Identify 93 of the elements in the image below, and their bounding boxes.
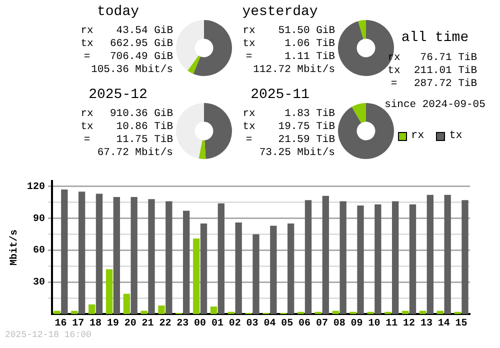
text: 105.36 Mbit/s bbox=[90, 64, 173, 77]
bar bbox=[270, 226, 277, 314]
bar bbox=[235, 222, 242, 314]
text: all time bbox=[400, 30, 470, 46]
text: = 706.49 GiB bbox=[84, 51, 173, 63]
text: rx 1.83 TiB bbox=[242, 108, 335, 120]
text: rx 910.36 GiB bbox=[80, 108, 173, 120]
x-tick-label: 21 bbox=[142, 318, 154, 330]
x-tick-label: 10 bbox=[368, 318, 380, 330]
x-tick-label: 08 bbox=[333, 318, 346, 330]
bar bbox=[200, 224, 208, 314]
x-tick-label: 06 bbox=[298, 318, 311, 330]
bar bbox=[462, 200, 468, 314]
x-tick-label: 23 bbox=[176, 318, 189, 330]
x-tick-label: 17 bbox=[72, 318, 84, 330]
bar bbox=[357, 205, 364, 314]
bar bbox=[166, 201, 172, 314]
text: = 287.72 TiB bbox=[390, 78, 477, 90]
x-tick-label: 04 bbox=[264, 318, 276, 330]
bar bbox=[436, 310, 444, 314]
chart-title: today bbox=[96, 4, 140, 20]
bar bbox=[106, 269, 113, 314]
text: 73.25 Mbit/s bbox=[258, 147, 335, 160]
bar bbox=[61, 190, 68, 314]
bar bbox=[426, 194, 434, 314]
text: since 2024-09-05 bbox=[384, 99, 486, 111]
text: tx 211.01 TiB bbox=[388, 65, 477, 77]
y-tick-label: 120 bbox=[26, 182, 46, 193]
bar bbox=[123, 294, 130, 314]
y-tick-label: 30 bbox=[32, 278, 46, 289]
x-tick-label: 15 bbox=[455, 318, 468, 330]
text: 67.72 Mbit/s bbox=[96, 147, 173, 160]
x-tick-label: 03 bbox=[246, 318, 258, 330]
text: 112.72 Mbit/s bbox=[252, 64, 335, 77]
x-tick-label: 00 bbox=[194, 318, 206, 330]
text: tx 1.06 TiB bbox=[242, 38, 335, 50]
bar bbox=[322, 196, 329, 314]
x-tick-label: 19 bbox=[106, 318, 119, 330]
bar bbox=[304, 200, 312, 314]
legend-label: tx bbox=[449, 130, 462, 142]
bar bbox=[419, 310, 426, 314]
bar bbox=[182, 210, 190, 314]
x-tick-label: 07 bbox=[316, 318, 328, 330]
bar bbox=[218, 203, 224, 314]
bar bbox=[332, 310, 340, 314]
y-axis-title: Mbit/s bbox=[8, 229, 21, 266]
x-tick-label: 13 bbox=[420, 318, 432, 330]
text: rx 43.54 GiB bbox=[80, 25, 173, 37]
x-tick-label: 20 bbox=[124, 318, 136, 330]
bar bbox=[130, 196, 138, 314]
bar bbox=[140, 310, 148, 314]
bar bbox=[158, 305, 165, 314]
x-tick-label: 12 bbox=[403, 318, 416, 330]
bar bbox=[210, 306, 218, 314]
y-tick-label: 60 bbox=[32, 246, 46, 257]
x-tick-label: 16 bbox=[54, 318, 67, 330]
bar bbox=[374, 204, 382, 314]
bar bbox=[54, 310, 60, 314]
bar bbox=[252, 234, 260, 314]
bar bbox=[96, 194, 103, 314]
x-tick-label: 09 bbox=[350, 318, 363, 330]
bar bbox=[444, 194, 451, 314]
bar bbox=[392, 201, 399, 314]
x-tick-label: 01 bbox=[211, 318, 224, 330]
text: tx 19.75 TiB bbox=[242, 121, 335, 133]
x-tick-label: 18 bbox=[90, 318, 102, 330]
x-tick-label: 11 bbox=[386, 318, 398, 330]
bar bbox=[88, 304, 96, 314]
text: = 21.59 TiB bbox=[246, 134, 335, 146]
text: rx 51.50 GiB bbox=[242, 25, 335, 37]
bar bbox=[402, 310, 409, 314]
text: = 1.11 TiB bbox=[246, 51, 335, 63]
chart-title: 2025-12 bbox=[88, 87, 148, 103]
text: tx 662.95 GiB bbox=[80, 38, 173, 50]
y-tick-label: 90 bbox=[32, 214, 46, 225]
bar bbox=[71, 310, 78, 314]
chart-title: yesterday bbox=[241, 4, 319, 20]
x-tick-label: 14 bbox=[438, 318, 450, 330]
bar bbox=[113, 196, 120, 314]
bar bbox=[409, 204, 416, 314]
bar bbox=[340, 201, 346, 314]
x-tick-label: 02 bbox=[228, 318, 241, 330]
chart-title: 2025-11 bbox=[250, 87, 310, 103]
text: = 11.75 TiB bbox=[84, 134, 173, 146]
bar bbox=[78, 192, 86, 314]
bar bbox=[193, 238, 200, 314]
bar bbox=[148, 199, 155, 314]
x-tick-label: 22 bbox=[159, 318, 172, 330]
bar bbox=[287, 224, 294, 314]
x-tick-label: 05 bbox=[281, 318, 294, 330]
text: tx 10.86 TiB bbox=[80, 121, 173, 133]
legend-label: rx bbox=[411, 130, 424, 142]
text: 2025-12-18 16:00 bbox=[5, 330, 92, 340]
